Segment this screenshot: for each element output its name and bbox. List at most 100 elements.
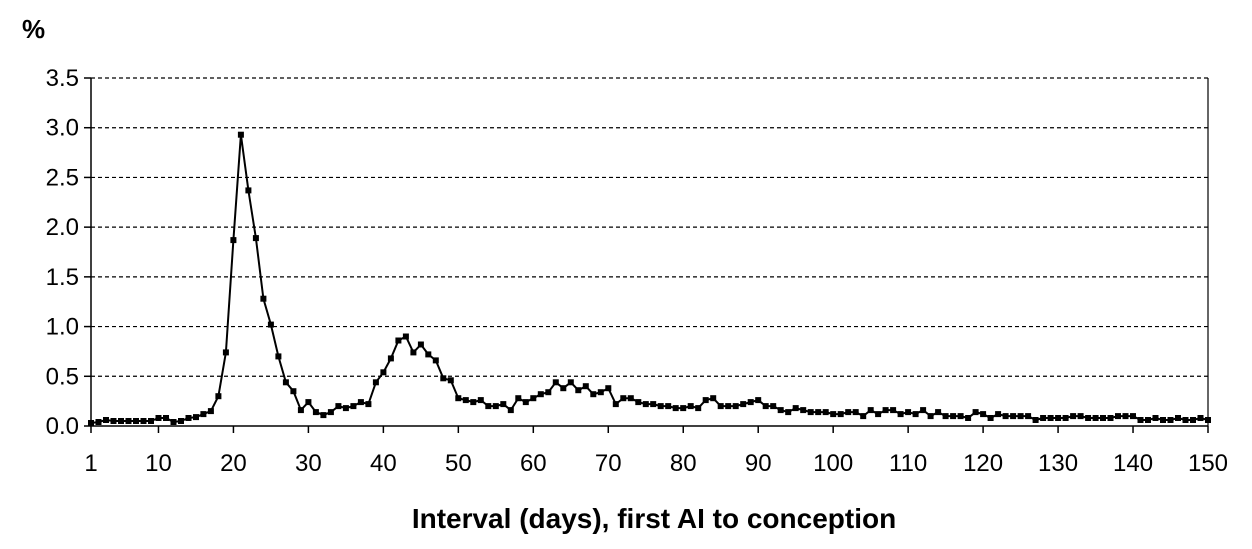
data-point xyxy=(327,409,334,416)
x-tick-label: 90 xyxy=(745,450,772,477)
data-point xyxy=(1062,415,1069,421)
data-point xyxy=(860,413,867,420)
data-point xyxy=(732,403,739,410)
data-point xyxy=(642,401,649,408)
data-point xyxy=(185,415,192,421)
data-point xyxy=(178,418,184,424)
y-tick-label: 1.5 xyxy=(46,264,79,291)
data-point xyxy=(260,295,267,302)
data-point xyxy=(357,399,364,406)
data-point xyxy=(897,411,904,418)
data-point xyxy=(155,415,162,421)
x-tick-label: 150 xyxy=(1188,450,1228,477)
y-axis-unit-label: % xyxy=(22,14,45,44)
data-point xyxy=(1197,415,1204,421)
data-point xyxy=(207,408,214,415)
data-point xyxy=(1047,415,1054,421)
data-point xyxy=(620,395,627,402)
data-point xyxy=(1107,415,1114,421)
data-point xyxy=(1190,417,1196,423)
data-point xyxy=(912,411,919,418)
data-point xyxy=(942,413,949,420)
data-point xyxy=(492,403,499,410)
data-point xyxy=(1137,417,1144,423)
data-point xyxy=(950,413,957,420)
x-tick-label: 40 xyxy=(370,450,397,477)
data-point xyxy=(845,409,852,416)
data-point xyxy=(103,417,109,423)
data-point xyxy=(792,405,799,412)
data-point xyxy=(470,399,477,406)
data-point xyxy=(462,397,469,404)
data-point xyxy=(965,415,972,421)
data-point xyxy=(590,391,597,398)
y-tick-label: 2.0 xyxy=(46,214,79,241)
data-point xyxy=(170,419,177,425)
data-point xyxy=(717,403,724,410)
x-tick-label: 1 xyxy=(84,450,97,477)
data-point xyxy=(920,407,927,414)
x-tick-label: 50 xyxy=(445,450,472,477)
data-point xyxy=(1205,417,1211,423)
data-point xyxy=(597,389,604,396)
data-point xyxy=(305,399,312,406)
data-markers xyxy=(88,131,1211,426)
data-point xyxy=(1092,415,1099,421)
x-tick-label: 10 xyxy=(145,450,172,477)
data-point xyxy=(695,405,702,412)
x-tick-label: 30 xyxy=(295,450,322,477)
data-point xyxy=(372,379,379,386)
data-point xyxy=(1130,413,1136,420)
data-point xyxy=(927,413,934,420)
data-point xyxy=(275,353,282,360)
data-point xyxy=(432,357,439,364)
data-point xyxy=(350,403,357,410)
x-tick-label: 140 xyxy=(1113,450,1153,477)
data-point xyxy=(252,235,259,242)
data-point xyxy=(545,389,552,396)
data-point xyxy=(290,388,297,395)
data-point xyxy=(627,395,634,402)
data-point xyxy=(200,411,207,418)
data-point xyxy=(755,397,762,404)
data-point xyxy=(1040,415,1047,421)
data-point xyxy=(530,395,537,402)
data-point xyxy=(245,187,252,194)
data-point xyxy=(582,383,589,390)
data-point xyxy=(650,401,657,408)
data-point xyxy=(485,403,492,410)
data-point xyxy=(785,409,792,416)
data-point xyxy=(140,418,147,424)
data-point xyxy=(335,403,342,410)
data-point xyxy=(605,385,612,392)
data-point xyxy=(163,415,169,421)
x-axis-title: Interval (days), first AI to conception xyxy=(412,503,896,534)
data-point xyxy=(567,379,574,386)
data-point xyxy=(402,333,409,340)
data-point xyxy=(747,399,754,406)
data-point xyxy=(125,418,132,424)
data-point xyxy=(822,409,829,416)
data-point xyxy=(365,401,372,408)
x-axis-ticks: 1 10 20 30 40 50 60 70 80 90 100 110 120 130 140 150 xyxy=(84,426,1228,477)
data-point xyxy=(1070,413,1077,420)
y-axis-ticks: 0.0 0.5 1.0 1.5 2.0 2.5 3.0 3.5 xyxy=(46,65,91,440)
data-point xyxy=(725,403,732,410)
data-point xyxy=(905,409,912,416)
data-point xyxy=(395,337,402,344)
data-point xyxy=(148,418,154,424)
data-point xyxy=(417,341,424,348)
data-point xyxy=(762,403,769,410)
data-point xyxy=(560,385,567,392)
x-tick-label: 120 xyxy=(963,450,1003,477)
x-tick-label: 100 xyxy=(813,450,853,477)
data-point xyxy=(987,415,994,421)
data-point xyxy=(500,401,507,408)
y-tick-label: 1.0 xyxy=(46,314,79,341)
x-tick-label: 80 xyxy=(670,450,697,477)
data-point xyxy=(110,418,117,424)
data-point xyxy=(88,420,94,426)
data-point xyxy=(657,403,664,410)
data-point xyxy=(702,397,709,404)
